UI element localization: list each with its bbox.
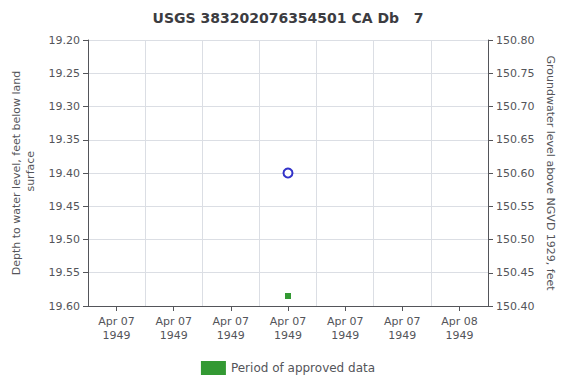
svg-text:19.55: 19.55 xyxy=(49,266,81,279)
svg-text:1949: 1949 xyxy=(160,329,188,342)
svg-text:Period of approved data: Period of approved data xyxy=(231,361,375,375)
svg-text:Apr 07: Apr 07 xyxy=(384,315,421,328)
svg-text:Apr 07: Apr 07 xyxy=(155,315,192,328)
svg-text:Apr 08: Apr 08 xyxy=(441,315,478,328)
svg-text:surface: surface xyxy=(24,151,37,195)
svg-text:Apr 07: Apr 07 xyxy=(327,315,364,328)
svg-text:19.25: 19.25 xyxy=(49,67,81,80)
svg-text:150.65: 150.65 xyxy=(496,133,535,146)
svg-text:1949: 1949 xyxy=(217,329,245,342)
svg-text:150.70: 150.70 xyxy=(496,100,535,113)
svg-text:150.60: 150.60 xyxy=(496,167,535,180)
svg-text:150.50: 150.50 xyxy=(496,233,535,246)
svg-text:19.30: 19.30 xyxy=(49,100,81,113)
svg-text:USGS 383202076354501 CA Db 7: USGS 383202076354501 CA Db 7 xyxy=(153,10,424,26)
svg-text:19.35: 19.35 xyxy=(49,133,81,146)
svg-text:1949: 1949 xyxy=(445,329,473,342)
svg-text:19.20: 19.20 xyxy=(49,34,81,47)
svg-text:Groundwater level above NGVD 1: Groundwater level above NGVD 1929, feet xyxy=(544,55,557,291)
svg-text:1949: 1949 xyxy=(274,329,302,342)
svg-text:19.50: 19.50 xyxy=(49,233,81,246)
svg-text:150.75: 150.75 xyxy=(496,67,535,80)
svg-text:150.45: 150.45 xyxy=(496,266,535,279)
svg-text:19.45: 19.45 xyxy=(49,200,81,213)
svg-text:1949: 1949 xyxy=(388,329,416,342)
svg-text:150.40: 150.40 xyxy=(496,300,535,313)
svg-text:1949: 1949 xyxy=(103,329,131,342)
svg-text:Apr 07: Apr 07 xyxy=(213,315,250,328)
svg-text:Apr 07: Apr 07 xyxy=(98,315,135,328)
svg-text:Depth to water level, feet bel: Depth to water level, feet below land xyxy=(10,71,23,276)
svg-text:Apr 07: Apr 07 xyxy=(270,315,307,328)
svg-text:1949: 1949 xyxy=(331,329,359,342)
svg-text:19.40: 19.40 xyxy=(49,167,81,180)
svg-text:150.80: 150.80 xyxy=(496,34,535,47)
svg-text:19.60: 19.60 xyxy=(49,300,81,313)
svg-text:150.55: 150.55 xyxy=(496,200,535,213)
